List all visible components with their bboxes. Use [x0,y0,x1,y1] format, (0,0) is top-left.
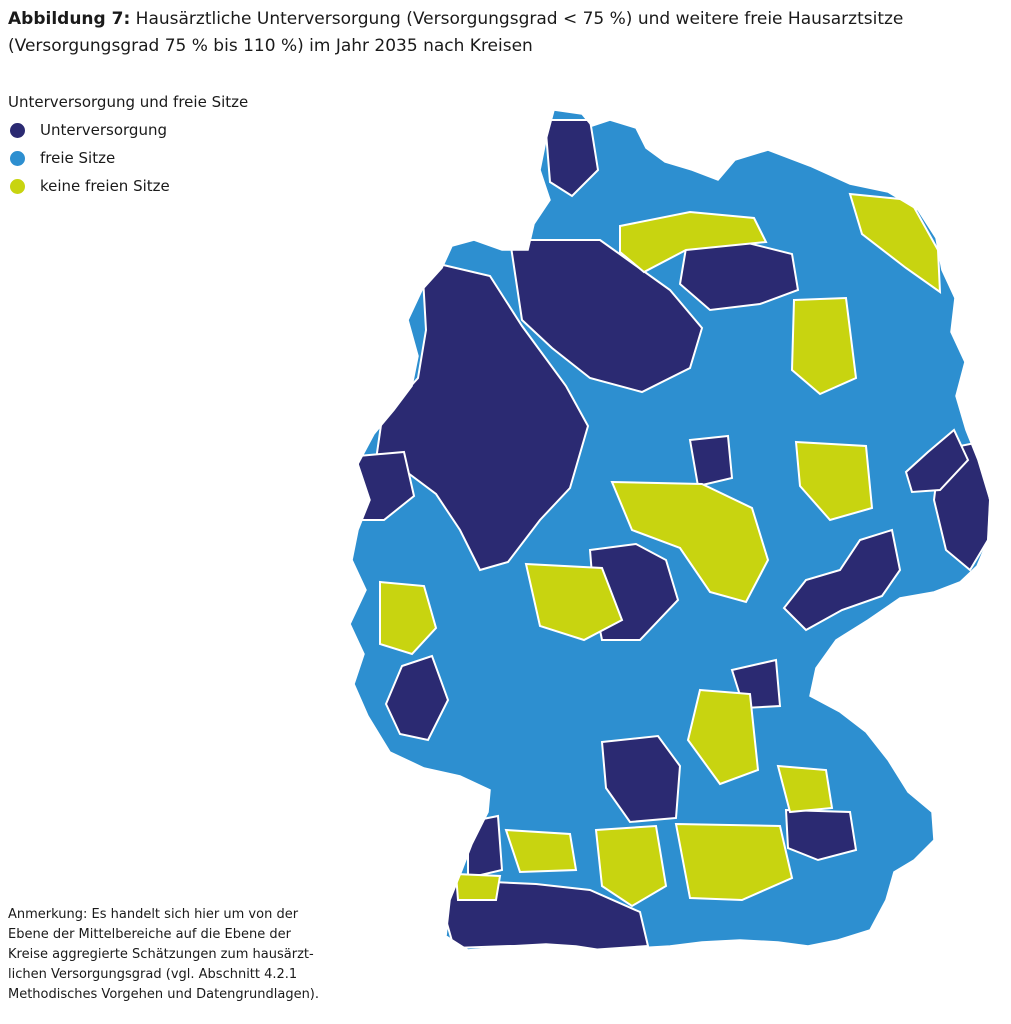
figure-label: Abbildung 7: [8,9,131,29]
footnote: Anmerkung: Es handelt sich hier um von d… [8,905,338,1005]
footnote-line: Methodisches Vorgehen und Datengrundlage… [8,987,320,1002]
region-upper-bavaria-keine-freien-sitze [674,822,794,902]
region-upper-palatinate-keine-freien-sitze [686,688,760,786]
figure-title: Abbildung 7: Hausärztliche Unterversorgu… [8,6,998,60]
footnote-line: lichen Versorgungsgrad (vgl. Abschnitt 4… [8,967,298,982]
footnote-line: Kreise aggregierte Schätzungen zum hausä… [8,947,314,962]
region-black-forest-west-unterversorgung [467,814,504,880]
region-brandenburg-east-unterversorgung [904,428,970,494]
region-brandenburg-keine-freien-sitze [790,296,858,396]
legend-swatch-keine-freien-sitze [10,178,25,194]
region-harz-unterversorgung [688,434,734,488]
legend-label-unterversorgung: Unterversorgung [40,121,167,139]
legend-swatch-freie-sitze [10,150,25,166]
region-saar-unterversorgung [384,654,450,742]
district-tiles [350,110,990,950]
region-swabia-keine-freien-sitze [594,824,668,908]
legend: Unterversorgung und freie Sitze Unterver… [8,92,328,200]
footnote-line: Anmerkung: Es handelt sich hier um von d… [8,907,299,922]
germany-district-map [349,109,991,951]
region-north-coast-unterversorgung [543,119,600,198]
region-lake-constance-keine-freien-sitze [454,872,502,901]
region-franconia-unterversorgung [600,734,682,824]
legend-swatch-unterversorgung [10,122,25,138]
legend-item-freie-sitze: freie Sitze [8,144,328,172]
region-baden-keine-freien-sitze [504,828,578,874]
germany-outline [349,109,991,951]
region-bavarian-forest-unterversorgung [784,808,858,862]
figure-title-text: Hausärztliche Unterversorgung (Versorgun… [8,9,904,56]
region-mecklenburg-keine-freien-sitze [619,210,768,274]
footnote-line: Ebene der Mittelbereiche auf die Ebene d… [8,927,291,942]
region-hesse-keine-freien-sitze [524,562,624,642]
legend-label-freie-sitze: freie Sitze [40,149,116,167]
legend-title: Unterversorgung und freie Sitze [8,93,249,111]
legend-label-keine-freien-sitze: keine freien Sitze [40,177,170,195]
legend-item-unterversorgung: Unterversorgung [8,116,328,144]
region-rhineland-keine-freien-sitze [379,580,438,656]
region-thuringia-keine-freien-sitze [610,480,770,604]
legend-item-keine-freien-sitze: keine freien Sitze [8,172,328,200]
region-saxony-east-unterversorgung [782,528,902,632]
region-lower-bavaria-keine-freien-sitze [776,764,834,814]
region-saxony-anhalt-keine-freien-sitze [794,440,874,522]
